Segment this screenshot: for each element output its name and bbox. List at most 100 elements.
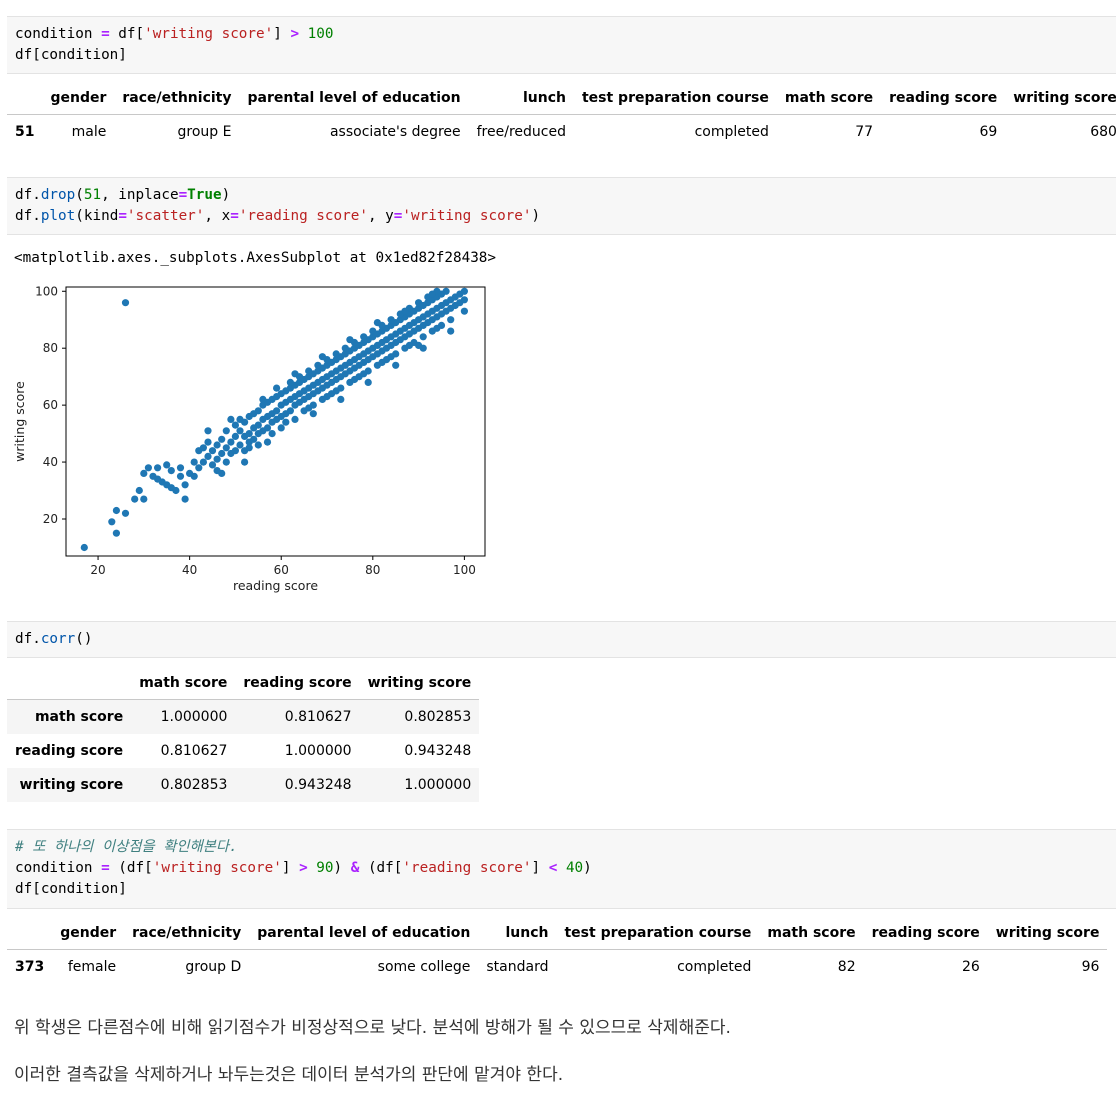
table-cell: 96: [1081, 959, 1100, 975]
column-header: test preparation course: [581, 90, 769, 106]
data-point: [245, 430, 253, 438]
data-point: [131, 495, 139, 503]
data-point: [447, 316, 455, 324]
data-point: [112, 529, 120, 537]
data-point: [387, 353, 395, 361]
data-point: [236, 415, 244, 423]
table-cell: associate's degree: [329, 124, 461, 140]
table-row: writing score 0.802853 0.943248 1.000000: [7, 768, 480, 802]
table-cell: 0.810627: [284, 709, 352, 725]
data-point: [254, 407, 262, 415]
data-point: [108, 518, 116, 526]
data-point: [263, 424, 272, 432]
y-tick-label: 80: [43, 341, 58, 355]
code-cell-4[interactable]: # 또 하나의 이상점을 확인해본다. condition = (df['wri…: [7, 829, 1116, 909]
table-cell: group E: [177, 124, 232, 140]
data-point: [204, 427, 212, 435]
table-cell: 26: [961, 959, 980, 975]
table-row: 51 male group E associate's degree free/…: [7, 115, 1116, 150]
data-point: [154, 464, 162, 472]
column-header: math score: [784, 90, 874, 106]
data-point: [286, 407, 294, 415]
markdown-paragraph-2: 이러한 결측값을 삭제하거나 놔두는것은 데이터 분석가의 판단에 맡겨야 한다…: [14, 1065, 564, 1085]
code-editor[interactable]: df.corr(): [15, 631, 93, 647]
data-point: [227, 438, 235, 446]
data-point: [254, 441, 262, 449]
code-editor[interactable]: condition = df['writing score'] > 100 df…: [15, 26, 334, 63]
table-cell: 1.000000: [404, 777, 472, 793]
code-cell-3[interactable]: df.corr(): [7, 621, 1116, 658]
row-index: 373: [15, 959, 45, 975]
dataframe-output-4: gender race/ethnicity parental level of …: [7, 917, 1108, 984]
row-index: writing score: [19, 777, 124, 793]
table-cell: 0.810627: [160, 743, 228, 759]
table-cell: completed: [694, 124, 769, 140]
column-header: reading score: [871, 925, 980, 941]
column-header: race/ethnicity: [132, 925, 242, 941]
data-point: [337, 395, 345, 403]
data-point: [218, 435, 226, 443]
data-point: [172, 486, 180, 495]
data-point: [241, 458, 249, 466]
data-point: [231, 421, 239, 429]
data-point: [121, 509, 130, 517]
column-header: writing score: [995, 925, 1100, 941]
data-point: [190, 472, 198, 480]
data-point: [373, 319, 381, 327]
data-point: [291, 370, 299, 378]
data-point: [218, 449, 226, 458]
data-point: [415, 299, 423, 307]
data-point: [273, 384, 281, 392]
data-point: [309, 410, 317, 418]
y-tick-label: 20: [43, 512, 58, 526]
index-header: [7, 917, 52, 950]
data-point: [433, 324, 441, 332]
data-point: [190, 458, 198, 466]
data-point: [268, 430, 276, 438]
code-cell-2[interactable]: df.drop(51, inplace=True) df.plot(kind='…: [7, 177, 1116, 235]
table-cell: some college: [377, 959, 471, 975]
scatter-plot: 20 40 60 80 100 20 40 60 80 100 reading score writi…: [12, 284, 486, 593]
table-cell: 0.943248: [404, 743, 472, 759]
data-point: [199, 458, 207, 466]
table-cell: female: [67, 959, 117, 975]
data-point: [144, 464, 152, 472]
column-header: writing score: [1013, 90, 1116, 106]
table-cell: 0.802853: [160, 777, 228, 793]
index-header: [7, 82, 42, 115]
table-cell: 77: [855, 124, 874, 140]
table-cell: 1.000000: [284, 743, 352, 759]
data-point: [259, 395, 267, 403]
data-point: [254, 421, 262, 429]
x-axis-label: reading score: [233, 578, 318, 593]
data-point: [231, 447, 239, 455]
code-editor[interactable]: # 또 하나의 이상점을 확인해본다. condition = (df['wri…: [15, 839, 592, 897]
data-point: [332, 387, 340, 395]
table-cell: group D: [185, 959, 242, 975]
dataframe-output-1: gender race/ethnicity parental level of …: [7, 82, 1116, 149]
data-point: [222, 427, 230, 435]
output-repr: <matplotlib.axes._subplots.AxesSubplot a…: [14, 250, 497, 266]
data-point: [442, 287, 450, 295]
y-tick-label: 60: [43, 398, 58, 412]
data-point: [213, 455, 221, 463]
table-cell: 0.943248: [284, 777, 352, 793]
data-point: [332, 350, 340, 358]
table-cell: 1.000000: [160, 709, 228, 725]
data-point: [282, 418, 290, 426]
table-cell: 0.802853: [404, 709, 472, 725]
code-editor[interactable]: df.drop(51, inplace=True) df.plot(kind='…: [15, 187, 541, 224]
column-header: lunch: [522, 90, 566, 106]
data-point: [318, 353, 326, 361]
data-point: [341, 344, 349, 352]
code-cell-1[interactable]: condition = df['writing score'] > 100 df…: [7, 16, 1116, 74]
data-point: [199, 444, 207, 452]
column-header: parental level of education: [247, 90, 461, 106]
data-point: [227, 415, 235, 423]
data-point: [350, 375, 359, 384]
data-point: [428, 290, 436, 298]
data-point: [369, 327, 377, 335]
table-header-row: gender race/ethnicity parental level of …: [7, 917, 1108, 950]
data-point: [204, 438, 212, 446]
data-point: [291, 415, 299, 423]
